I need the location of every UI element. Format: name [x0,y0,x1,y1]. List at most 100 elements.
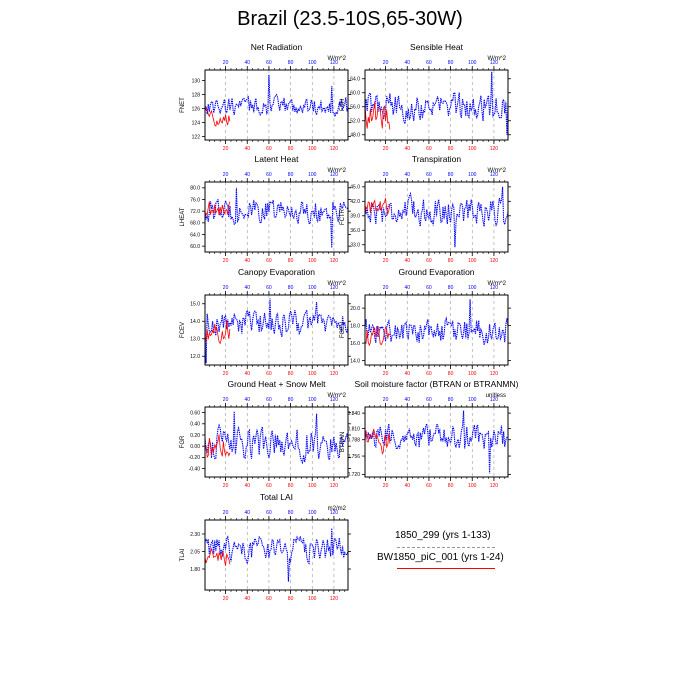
x-tick-label-bottom: 120 [330,596,339,602]
panel-units: W/m^2 [328,168,347,174]
series-line-red [204,108,231,127]
plot-frame [204,519,349,591]
x-tick-label-top: 80 [288,397,294,403]
x-tick-label-bottom: 20 [223,596,229,602]
x-tick-label-top: 60 [266,285,272,291]
x-tick-label-top: 120 [490,397,499,403]
panel-ylabel: FCEV [180,322,186,338]
panel-units: W/m^2 [488,168,507,174]
x-tick-label-bottom: 120 [490,371,499,377]
y-tick-label: 36.0 [350,228,360,234]
panel-units: W/m^2 [488,56,507,62]
x-tick-label-bottom: 40 [244,146,250,152]
y-tick-label: 0.788 [347,438,360,444]
x-tick-label-bottom: 80 [288,596,294,602]
y-tick-label: 13.0 [190,337,200,343]
panel-title: Soil moisture factor (BTRAN or BTRANMN) [355,379,519,389]
x-tick-label-top: 60 [426,285,432,291]
panel-ylabel: FSH [340,99,346,111]
panel-units: W/m^2 [328,56,347,62]
y-tick-label: 122 [192,134,201,140]
y-tick-label: 128 [192,92,201,98]
x-tick-label-top: 100 [308,172,317,178]
x-tick-label-top: 120 [330,172,339,178]
y-tick-label: 0.840 [347,411,360,417]
x-tick-label-bottom: 80 [448,146,454,152]
x-tick-label-top: 40 [244,60,250,66]
y-tick-label: 0.20 [190,433,200,439]
x-tick-label-top: 40 [244,510,250,516]
x-tick-label-bottom: 20 [223,371,229,377]
series-line-blue [364,410,509,474]
x-tick-label-top: 20 [383,60,389,66]
y-tick-label: 60.0 [190,244,200,250]
x-tick-label-bottom: 40 [404,146,410,152]
x-tick-label-top: 120 [490,285,499,291]
x-tick-label-bottom: 120 [490,146,499,152]
x-tick-label-bottom: 20 [383,371,389,377]
panel-6: Ground Evaporation W/m^2 FGEV 20 20 40 40 60 60 8… [340,267,511,377]
y-tick-label: 72.0 [190,209,200,215]
x-tick-label-top: 120 [330,510,339,516]
x-tick-label-top: 80 [288,172,294,178]
panel-ylabel: FGEV [340,322,346,338]
y-tick-label: 80.0 [190,186,200,192]
x-tick-label-top: 120 [490,60,499,66]
panel-title: Canopy Evaporation [238,267,315,277]
x-tick-label-bottom: 120 [330,483,339,489]
series-line-red [364,428,391,455]
panel-title: Transpiration [412,154,462,164]
series-line-blue [364,299,509,346]
x-tick-label-top: 120 [490,172,499,178]
legend-entry-2-label: BW1850_piC_001 (yrs 1-24) [377,552,504,563]
panel-2: Sensible Heat W/m^2 FSH 20 20 40 40 60 60 80 80 100… [340,42,511,152]
x-tick-label-bottom: 100 [468,258,477,264]
x-tick-label-bottom: 60 [426,483,432,489]
x-tick-label-top: 20 [383,397,389,403]
x-tick-label-top: 20 [223,397,229,403]
y-tick-label: 0.810 [347,426,360,432]
plot-frame [364,69,509,141]
y-tick-label: 48.0 [350,133,360,139]
y-tick-label: 14.0 [350,358,360,364]
y-tick-label: 39.0 [350,214,360,220]
panel-8: Soil moisture factor (BTRAN or BTRANMN) u… [340,379,519,489]
x-tick-label-bottom: 20 [383,483,389,489]
x-tick-label-top: 60 [426,60,432,66]
panel-9: Total LAI m2/m2 TLAI 20 20 40 40 60 60 80 80 100 100… [180,492,351,602]
x-tick-label-top: 80 [288,510,294,516]
x-tick-label-bottom: 60 [426,146,432,152]
panel-ylabel: FGR [180,435,186,448]
y-tick-label: 60.0 [350,91,360,97]
x-tick-label-top: 60 [266,397,272,403]
x-tick-label-top: 100 [468,60,477,66]
y-tick-label: 76.0 [190,197,200,203]
x-tick-label-bottom: 100 [468,483,477,489]
panel-title: Sensible Heat [410,42,464,52]
x-tick-label-top: 80 [448,172,454,178]
x-tick-label-top: 120 [330,60,339,66]
y-tick-label: 42.0 [350,199,360,205]
legend-entry-1-label: 1850_299 (yrs 1-133) [395,530,491,541]
y-tick-label: 33.0 [350,243,360,249]
x-tick-label-top: 40 [244,397,250,403]
series-line-red [364,198,391,216]
x-tick-label-bottom: 100 [468,371,477,377]
panel-units: W/m^2 [328,281,347,287]
panel-units: W/m^2 [488,281,507,287]
x-tick-label-bottom: 80 [448,258,454,264]
x-tick-label-top: 80 [288,60,294,66]
series-line-blue [204,187,349,248]
panel-ylabel: TLAI [180,548,186,561]
x-tick-label-top: 60 [426,397,432,403]
plot-frame [204,294,349,366]
y-tick-label: 124 [192,120,201,126]
series-line-red [364,325,391,347]
panel-1: Net Radiation W/m^2 FNET 20 20 40 40 60 60 80 80 10… [180,42,351,152]
x-tick-label-top: 60 [266,510,272,516]
x-tick-label-bottom: 20 [383,258,389,264]
x-tick-label-bottom: 80 [288,371,294,377]
plot-frame [364,294,509,366]
y-tick-label: 52.0 [350,119,360,125]
y-tick-label: 0.60 [190,410,200,416]
